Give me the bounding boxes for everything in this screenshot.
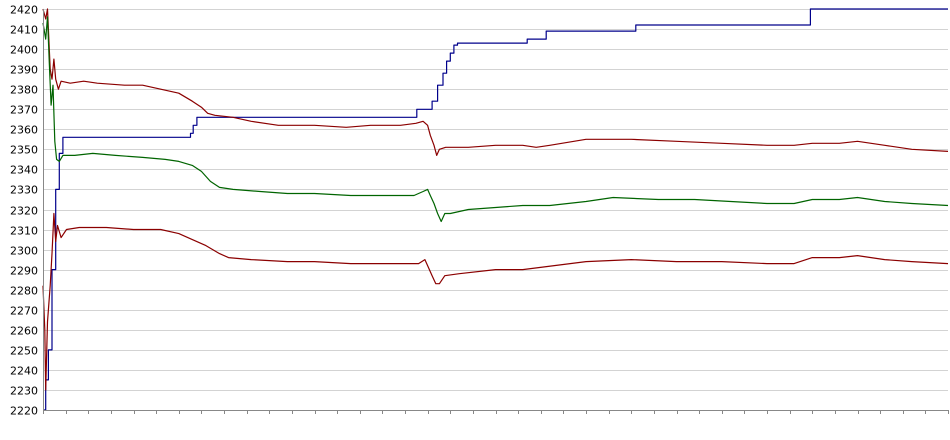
y-tick-label: 2380 [10, 84, 38, 97]
series-line-4 [42, 212, 949, 391]
y-tick-label: 2300 [10, 245, 38, 258]
y-tick-label: 2340 [10, 164, 38, 177]
y-tick-label: 2330 [10, 184, 38, 197]
y-tick-label: 2310 [10, 225, 38, 238]
y-tick-label: 2280 [10, 285, 38, 298]
y-tick-label: 2410 [10, 24, 38, 37]
series-line-1 [43, 8, 948, 411]
y-tick-label: 2370 [10, 104, 38, 117]
y-axis-ticks: 2220 2230 2240 2250 2260 2270 2280 2290 2300 2310… [10, 4, 38, 418]
y-tick-label: 2290 [10, 265, 38, 278]
series-line-3 [42, 16, 949, 223]
y-tick-label: 2350 [10, 144, 38, 157]
gridlines [43, 9, 948, 411]
series-lines [42, 8, 949, 411]
y-tick-label: 2320 [10, 205, 38, 218]
y-tick-label: 2400 [10, 44, 38, 57]
y-tick-label: 2260 [10, 325, 38, 338]
series-line-2 [42, 8, 949, 156]
y-tick-label: 2420 [10, 4, 38, 17]
y-tick-label: 2250 [10, 345, 38, 358]
y-tick-label: 2220 [10, 405, 38, 418]
y-tick-label: 2390 [10, 64, 38, 77]
y-tick-label: 2360 [10, 124, 38, 137]
y-tick-label: 2270 [10, 305, 38, 318]
y-tick-label: 2240 [10, 365, 38, 378]
y-tick-label: 2230 [10, 385, 38, 398]
